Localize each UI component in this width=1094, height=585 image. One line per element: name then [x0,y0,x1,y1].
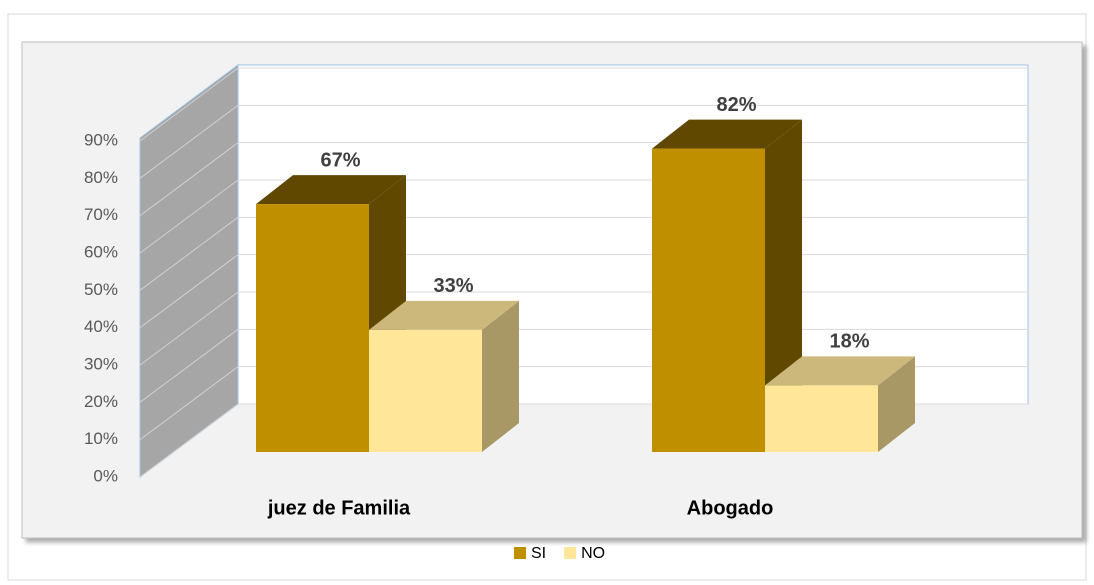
y-tick-label: 70% [84,205,118,224]
bar-top [765,356,915,386]
y-tick-label: 20% [84,392,118,411]
x-tick-label: Abogado [687,497,774,519]
bar [765,356,915,452]
y-tick-label: 90% [84,130,118,149]
y-tick-label: 50% [84,280,118,299]
value-label: 18% [829,331,869,353]
side-grid-line [139,254,239,329]
bar-top [652,119,802,149]
legend-swatch [514,547,526,559]
bar-front [765,385,878,452]
y-tick-label: 0% [93,466,118,485]
y-tick-label: 60% [84,242,118,261]
bar [369,300,519,452]
y-tick-label: 30% [84,354,118,373]
side-grid-line [139,179,239,254]
y-tick-label: 10% [84,429,118,448]
side-grid-line [139,142,239,217]
bar-front [256,204,369,452]
value-label: 82% [716,94,756,116]
side-grid-line [139,67,239,142]
bar-side [482,300,519,452]
legend-label: NO [581,545,605,562]
side-grid-line [139,366,239,441]
side-grid-line [139,403,239,478]
y-tick-label: 80% [84,168,118,187]
y-tick-label: 40% [84,317,118,336]
bar-front [652,148,765,452]
x-tick-label: juez de Familia [267,497,411,519]
bar-side [878,356,915,452]
value-label: 33% [433,275,473,297]
value-label: 67% [320,149,360,171]
legend-label: SI [531,545,546,562]
bar-top [369,300,519,330]
bar-front [369,329,482,452]
bar-top [256,175,406,205]
side-grid-line [139,328,239,403]
legend-swatch [564,547,577,559]
side-grid-line [139,216,239,291]
side-grid-line [139,104,239,179]
side-grid-line [139,291,239,366]
